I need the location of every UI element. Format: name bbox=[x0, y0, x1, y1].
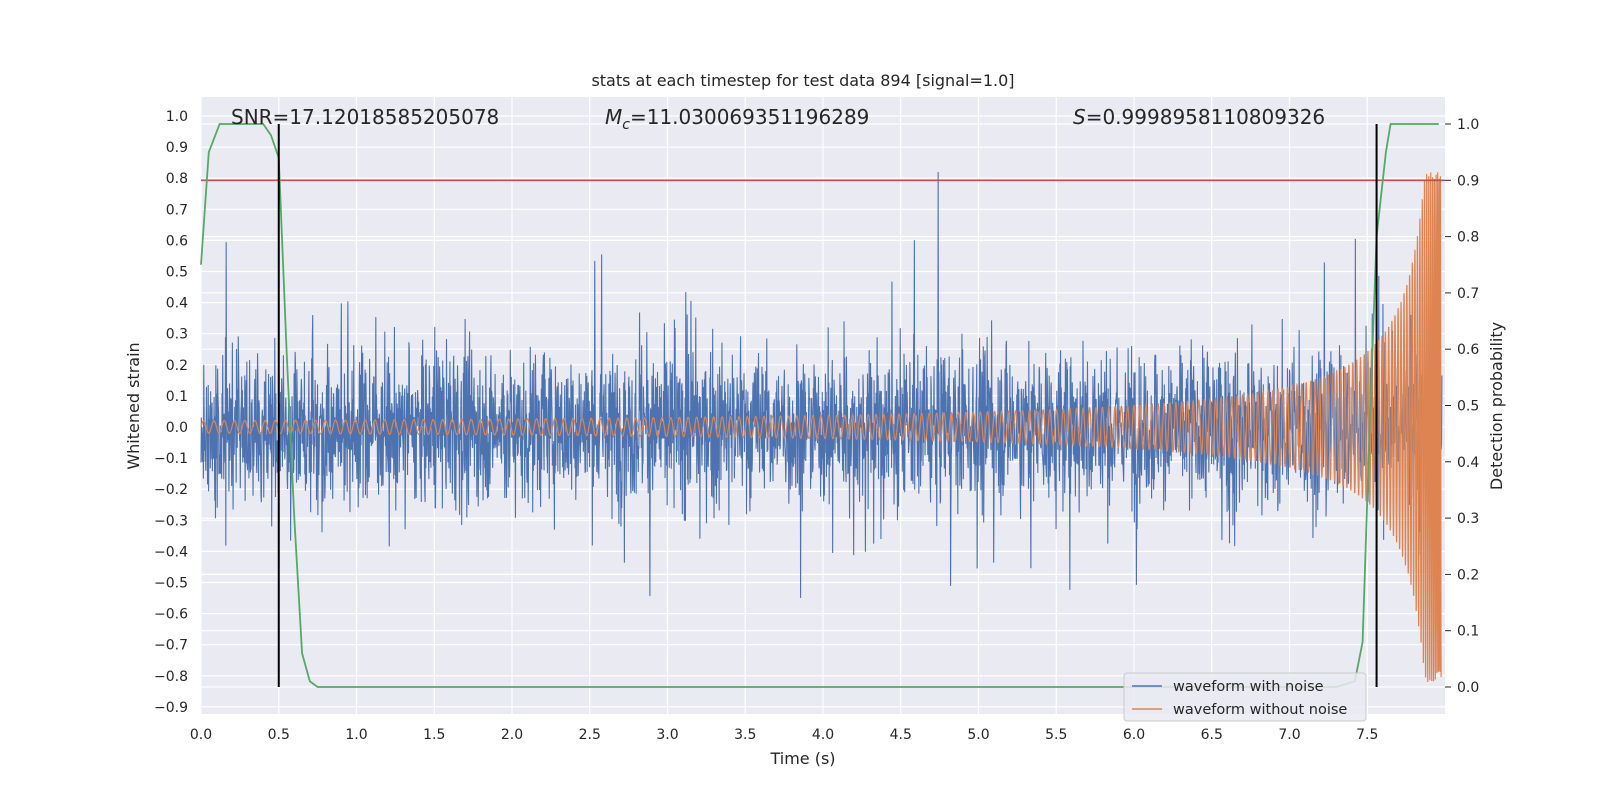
y2-tick-label: 0.3 bbox=[1457, 511, 1479, 527]
y2-tick-label: 0.4 bbox=[1457, 455, 1479, 471]
x-tick-label: 4.0 bbox=[812, 727, 834, 743]
x-tick-label: 2.0 bbox=[501, 727, 523, 743]
x-tick-label: 6.5 bbox=[1201, 727, 1223, 743]
chirp-mass-value: =11.030069351196289 bbox=[630, 105, 869, 129]
y-tick-label: 0.3 bbox=[166, 327, 188, 343]
significance-value: =0.9998958110809326 bbox=[1086, 105, 1325, 129]
y-tick-label: −0.2 bbox=[154, 482, 188, 498]
y-tick-label: 0.7 bbox=[166, 202, 188, 218]
x-tick-label: 5.5 bbox=[1045, 727, 1067, 743]
y2-tick-label: 0.2 bbox=[1457, 567, 1479, 583]
y-tick-label: 0.1 bbox=[166, 389, 188, 405]
y-tick-label: −0.4 bbox=[154, 544, 188, 560]
y2-tick-label: 0.7 bbox=[1457, 286, 1479, 302]
y-tick-label: 0.6 bbox=[166, 233, 188, 249]
y-tick-label: 0.5 bbox=[166, 265, 188, 281]
series-waveform-without-noise bbox=[200, 172, 1442, 682]
y2-tick-label: 0.0 bbox=[1457, 680, 1479, 696]
x-tick-label: 3.5 bbox=[734, 727, 756, 743]
chirp-mass-annotation: Mc=11.030069351196289 bbox=[605, 105, 869, 133]
y2-tick-label: 0.9 bbox=[1457, 173, 1479, 189]
x-tick-label: 7.5 bbox=[1356, 727, 1378, 743]
y-tick-label: 0.9 bbox=[166, 140, 188, 156]
y-tick-label: −0.5 bbox=[154, 576, 188, 592]
y-tick-label: 1.0 bbox=[166, 109, 188, 125]
x-tick-label: 6.0 bbox=[1123, 727, 1145, 743]
x-tick-label: 2.5 bbox=[579, 727, 601, 743]
legend-box bbox=[1123, 672, 1367, 722]
series-detection-probability bbox=[200, 123, 1445, 688]
y-axis-ticks: 1.0 0.9 0.8 0.7 0.6 0.5 0.4 0.3 0.2 0.1 0.0 −0.1 −0.… bbox=[154, 109, 188, 716]
x-axis-label: Time (s) bbox=[769, 749, 835, 768]
x-tick-label: 1.0 bbox=[345, 727, 367, 743]
x-tick-label: 1.5 bbox=[423, 727, 445, 743]
snr-annotation: SNR=17.12018585205078 bbox=[231, 105, 499, 129]
y-tick-label: −0.7 bbox=[154, 638, 188, 654]
y2-axis-ticks: 1.0 0.9 0.8 0.7 0.6 0.5 0.4 0.3 0.2 0.1 0.0 bbox=[1445, 117, 1479, 696]
significance-annotation: S=0.9998958110809326 bbox=[1073, 105, 1325, 129]
y2-tick-label: 0.5 bbox=[1457, 399, 1479, 415]
x-tick-label: 3.0 bbox=[656, 727, 678, 743]
x-axis-ticks: 0.0 0.5 1.0 1.5 2.0 2.5 3.0 3.5 4.0 4.5 5.0 5.5 6.0 6… bbox=[190, 727, 1379, 743]
series-waveform-with-noise bbox=[200, 171, 1443, 598]
chirp-mass-subscript: c bbox=[622, 117, 630, 133]
y-tick-label: −0.6 bbox=[154, 607, 188, 623]
y-tick-label: 0.0 bbox=[166, 420, 188, 436]
y-tick-label: −0.9 bbox=[154, 700, 188, 716]
chart-title: stats at each timestep for test data 894… bbox=[591, 71, 1014, 90]
x-tick-label: 7.0 bbox=[1278, 727, 1300, 743]
y-tick-label: 0.4 bbox=[166, 296, 188, 312]
y-tick-label: −0.1 bbox=[154, 451, 188, 467]
x-tick-label: 5.0 bbox=[967, 727, 989, 743]
y2-tick-label: 0.6 bbox=[1457, 342, 1479, 358]
probability-line bbox=[200, 123, 1439, 688]
y2-axis-label: Detection probability bbox=[1487, 322, 1506, 490]
legend-label-noisy: waveform with noise bbox=[1173, 679, 1324, 695]
legend-label-clean: waveform without noise bbox=[1173, 702, 1347, 718]
event-markers bbox=[277, 124, 1378, 687]
y2-tick-label: 1.0 bbox=[1457, 117, 1479, 133]
x-tick-label: 0.5 bbox=[268, 727, 290, 743]
y-axis-label: Whitened strain bbox=[124, 342, 143, 469]
chirp-mass-symbol: M bbox=[605, 105, 622, 129]
x-tick-label: 0.0 bbox=[190, 727, 212, 743]
y-tick-label: −0.8 bbox=[154, 669, 188, 685]
y-tick-label: 0.8 bbox=[166, 171, 188, 187]
clean-waveform-line bbox=[200, 172, 1442, 682]
y-tick-label: −0.3 bbox=[154, 513, 188, 529]
x-tick-label: 4.5 bbox=[890, 727, 912, 743]
noisy-waveform-line bbox=[200, 171, 1443, 598]
y-tick-label: 0.2 bbox=[166, 358, 188, 374]
y2-tick-label: 0.8 bbox=[1457, 230, 1479, 246]
significance-symbol: S bbox=[1073, 105, 1086, 129]
y2-tick-label: 0.1 bbox=[1457, 624, 1479, 640]
legend: waveform with noise waveform without noi… bbox=[1123, 672, 1367, 722]
